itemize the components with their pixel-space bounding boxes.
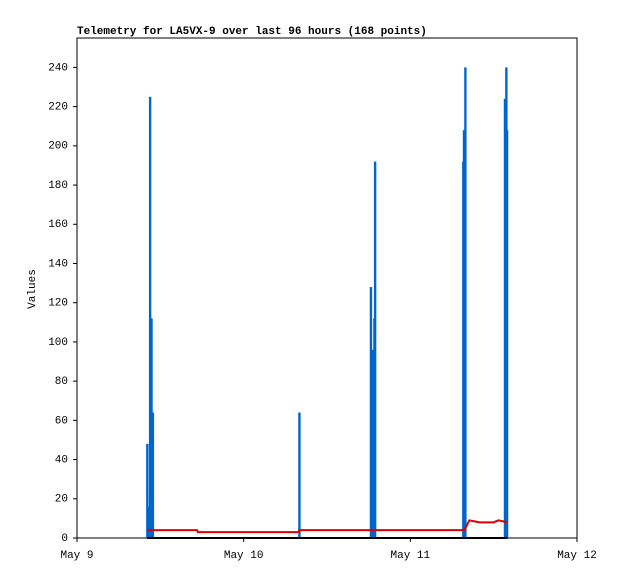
spike [369,287,373,538]
y-tick-label: 20 [55,494,68,506]
spike [371,349,375,538]
x-tick-label: May 11 [391,550,431,562]
line [147,519,508,534]
spike [464,67,467,538]
spike [503,98,507,539]
y-tick-label: 220 [48,102,68,114]
y-tick-label: 80 [55,376,68,388]
y-tick-label: 160 [48,219,68,231]
y-tick-label: 140 [48,258,68,270]
x-tick-label: May 9 [60,550,93,562]
y-tick-label: 200 [48,141,68,153]
y-axis-label: Values [27,269,39,309]
spike [151,412,155,538]
spike [150,318,153,538]
spike [298,412,301,538]
y-tick-label: 100 [48,337,68,349]
y-tick-label: 60 [55,415,68,427]
spike [505,130,509,538]
y-tick-label: 180 [48,180,68,192]
y-tick-label: 120 [48,298,68,310]
chart-title: Telemetry for LA5VX-9 over last 96 hours… [77,26,427,38]
spike [373,161,377,538]
y-tick-label: 0 [61,533,68,545]
spike [462,130,466,538]
spike [146,443,149,538]
x-tick-label: May 10 [224,550,264,562]
y-tick-label: 240 [48,62,68,74]
x-tick-label: May 12 [557,550,597,562]
y-tick-label: 40 [55,454,68,466]
spike [146,506,150,538]
spike [148,96,152,538]
